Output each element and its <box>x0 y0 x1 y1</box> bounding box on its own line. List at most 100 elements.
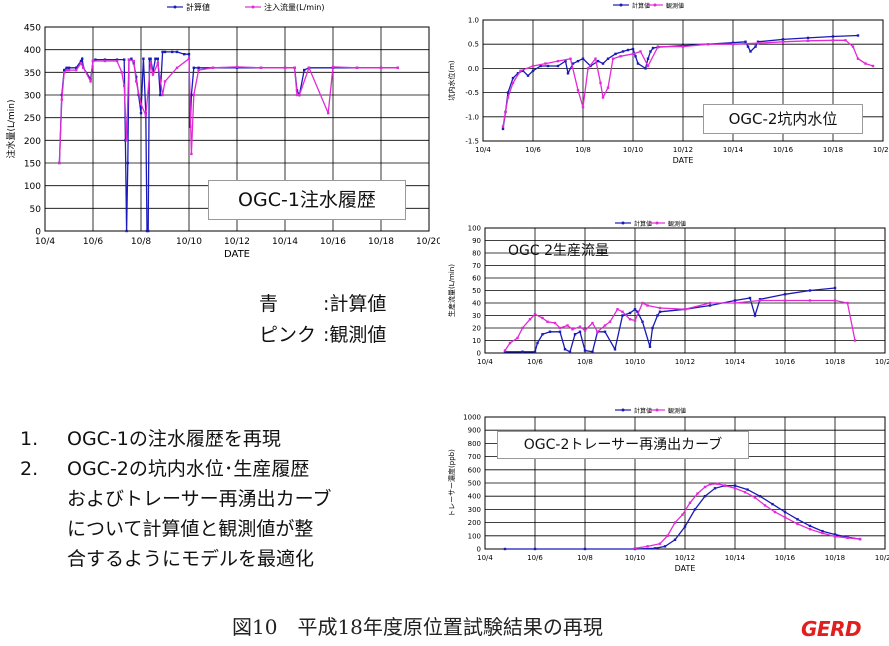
data-point-calc <box>506 91 510 94</box>
legend-label: 計算値 <box>634 220 652 228</box>
data-point-calc <box>503 547 507 551</box>
data-point-calc <box>63 68 66 72</box>
legend-blue-row: 青:計算値 <box>259 289 386 320</box>
data-point-calc <box>708 304 712 307</box>
data-point-calc <box>758 298 762 301</box>
data-point-obs <box>556 59 560 63</box>
y-tick-label: 600 <box>468 466 481 474</box>
y-tick-label: 100 <box>24 182 41 192</box>
x-tick-label: 10/12 <box>675 554 695 562</box>
data-point-obs <box>733 301 737 305</box>
x-tick-label: 10/20 <box>873 146 889 154</box>
data-point-obs <box>658 542 662 545</box>
y-axis-label: トレーサー濃度(ppb) <box>447 449 456 517</box>
data-point-calc <box>533 547 537 551</box>
data-point-obs <box>508 341 512 345</box>
x-axis-label: DATE <box>673 156 694 165</box>
data-point-obs <box>151 73 155 76</box>
data-point-obs <box>621 310 624 313</box>
goals-list: 1. OGC-1の注水履歴を再現 2. OGC-2の坑内水位･生産履歴 およびト… <box>20 424 331 574</box>
data-point-obs <box>139 102 143 106</box>
data-point-calc <box>644 67 647 70</box>
data-point-calc <box>749 50 752 53</box>
data-point-obs <box>149 62 152 65</box>
data-point-calc <box>634 55 637 58</box>
y-tick-label: 50 <box>472 287 481 295</box>
data-point-obs <box>120 71 123 74</box>
x-tick-label: 10/10 <box>176 237 202 247</box>
data-point-obs <box>541 316 544 320</box>
data-point-obs <box>58 161 61 165</box>
data-point-obs <box>583 329 587 332</box>
data-point-obs <box>656 45 660 48</box>
data-point-obs <box>60 98 63 101</box>
data-point-calc <box>754 45 757 48</box>
data-point-obs <box>731 43 735 46</box>
legend-marker <box>621 221 625 225</box>
data-point-obs <box>633 319 637 322</box>
data-point-obs <box>544 62 547 65</box>
data-point-obs <box>846 301 849 305</box>
x-tick-label: 10/10 <box>625 554 645 562</box>
ogc2-production-title: OGC 2生産流量 <box>508 243 610 259</box>
data-point-obs <box>161 93 164 97</box>
data-point-obs <box>586 67 590 70</box>
y-tick-label: 0.5 <box>468 41 479 49</box>
data-point-obs <box>379 66 383 69</box>
data-point-calc <box>731 41 735 44</box>
data-point-calc <box>658 310 662 313</box>
y-tick-label: 0 <box>35 228 41 238</box>
legend-label: 観測値 <box>668 407 686 415</box>
y-tick-label: 400 <box>468 493 481 501</box>
data-point-obs <box>833 535 837 538</box>
series-line-obs <box>502 39 874 127</box>
legend-label: 計算値 <box>634 407 652 415</box>
data-point-obs <box>858 537 862 541</box>
ogc2-water-level-title: OGC-2坑内水位 <box>703 104 863 134</box>
data-point-calc <box>808 524 812 528</box>
data-point-obs <box>808 299 812 302</box>
data-point-calc <box>531 69 535 73</box>
data-point-obs <box>716 482 719 485</box>
data-point-calc <box>621 314 624 317</box>
data-point-calc <box>171 50 174 54</box>
data-point-obs <box>115 59 119 63</box>
data-point-calc <box>626 48 630 52</box>
data-point-obs <box>576 88 580 92</box>
data-point-calc <box>833 286 837 290</box>
goal-item-2: 2. OGC-2の坑内水位･生産履歴 <box>20 454 331 484</box>
data-point-calc <box>539 64 542 68</box>
data-point-obs <box>506 96 510 99</box>
data-point-obs <box>571 328 574 331</box>
x-tick-label: 10/4 <box>475 146 491 154</box>
x-tick-label: 10/8 <box>575 146 591 154</box>
data-point-obs <box>516 336 519 340</box>
data-point-obs <box>355 66 359 69</box>
y-axis-label: 注水量(L/min) <box>5 99 17 158</box>
data-point-obs <box>190 152 193 156</box>
data-point-obs <box>783 516 787 519</box>
data-point-calc <box>558 330 562 333</box>
goal-item-2-line3: について計算値と観測値が整 <box>67 518 314 540</box>
data-point-calc <box>703 495 707 498</box>
data-point-calc <box>568 350 572 353</box>
data-point-calc <box>648 345 652 348</box>
x-tick-label: 10/14 <box>725 358 746 366</box>
data-point-obs <box>844 39 847 42</box>
y-tick-label: 150 <box>24 160 41 170</box>
data-point-obs <box>608 320 612 323</box>
data-point-obs <box>871 64 875 68</box>
series-line-obs <box>634 483 861 549</box>
y-tick-label: 90 <box>472 237 481 245</box>
data-point-obs <box>501 125 505 128</box>
x-tick-label: 10/14 <box>723 146 744 154</box>
data-point-calc <box>501 127 505 131</box>
data-point-calc <box>573 333 577 336</box>
data-point-calc <box>614 52 617 56</box>
data-point-obs <box>235 65 239 69</box>
data-point-obs <box>594 57 597 60</box>
y-tick-label: 350 <box>24 69 41 79</box>
data-point-obs <box>396 66 399 69</box>
x-tick-label: 10/16 <box>773 146 794 154</box>
data-point-obs <box>821 531 824 535</box>
